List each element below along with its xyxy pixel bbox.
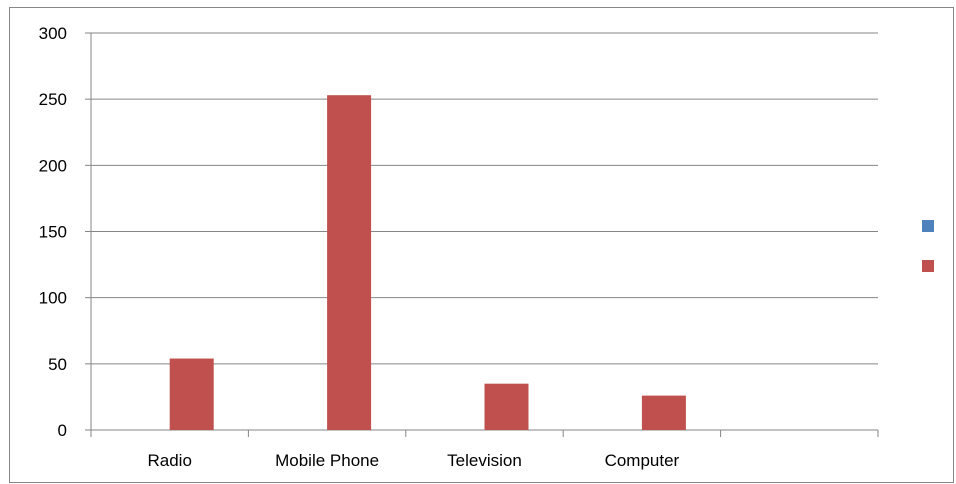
y-tick-label: 150	[39, 223, 67, 242]
x-tick-label: Mobile Phone	[275, 451, 379, 470]
x-tick-label: Computer	[605, 451, 680, 470]
chart-frame	[9, 7, 954, 483]
y-tick-label: 200	[39, 156, 67, 175]
gridlines	[91, 32, 878, 365]
x-tick-label: Radio	[147, 451, 191, 470]
x-tick-label: Television	[447, 451, 522, 470]
x-tick-labels: Radio Mobile Phone Television Computer	[147, 451, 679, 470]
legend-swatch	[922, 220, 934, 232]
y-tick-label: 100	[39, 289, 67, 308]
y-tick-label: 50	[48, 355, 67, 374]
bar	[169, 358, 214, 430]
y-tick-label: 0	[58, 421, 67, 440]
y-tick-label: 250	[39, 90, 67, 109]
y-tick-label: 300	[39, 24, 67, 43]
bar	[327, 95, 372, 431]
bar	[641, 395, 686, 430]
legend-swatch	[922, 260, 934, 272]
bars	[169, 95, 686, 431]
legend	[922, 220, 934, 272]
y-tick-labels: 0 50 100 150 200 250 300	[39, 24, 67, 440]
bar	[484, 383, 529, 430]
